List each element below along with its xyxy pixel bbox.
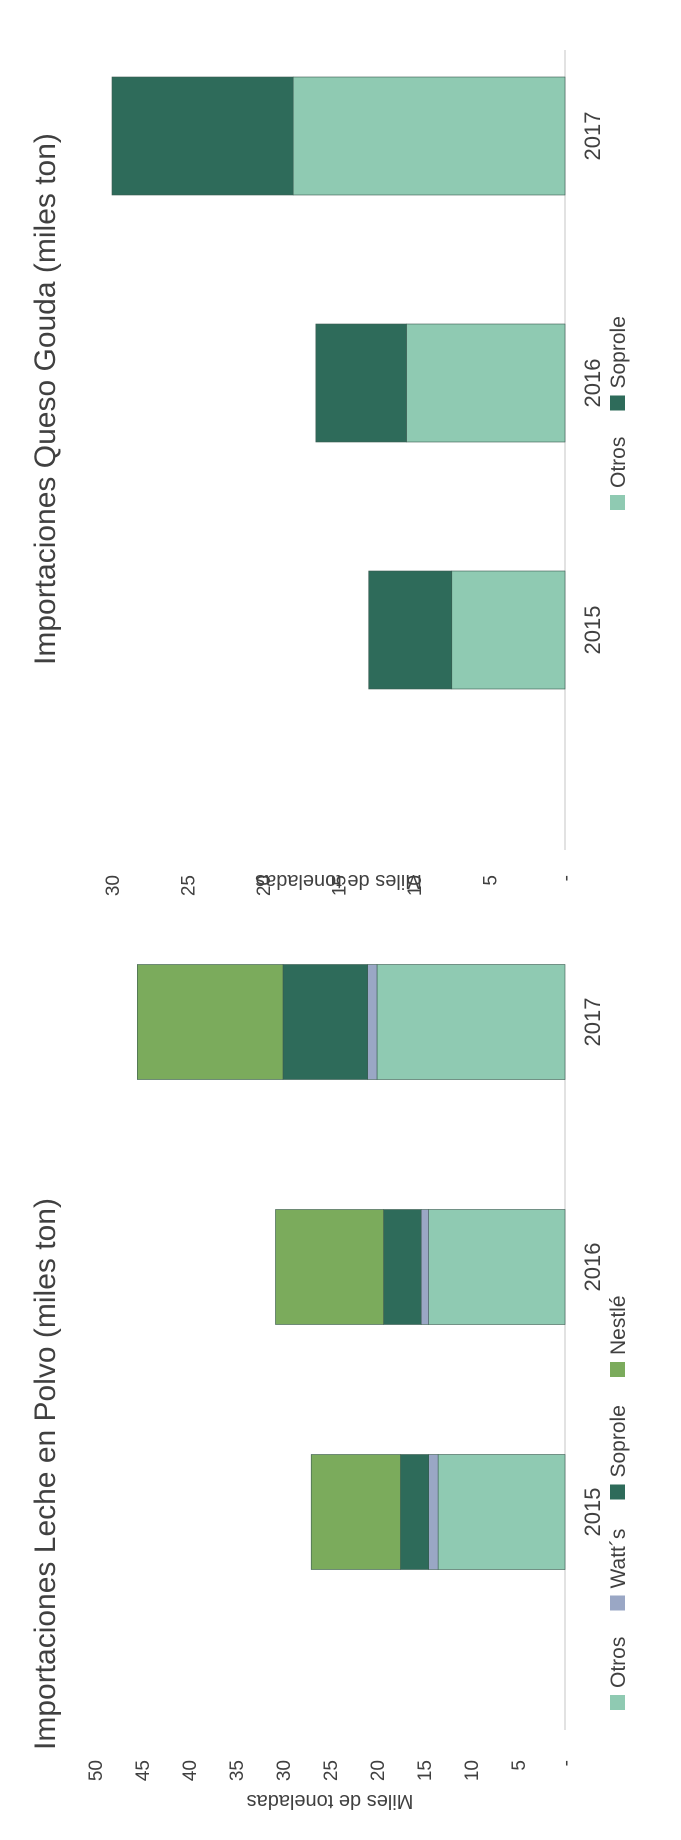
y-tick-label: - (556, 1760, 577, 1766)
x-category-label: 2015 (580, 606, 605, 655)
legend-entry: Soprole (607, 1405, 630, 1477)
bar-segment (420, 1209, 429, 1325)
y-tick-label: 35 (227, 1760, 248, 1781)
bar-segment (376, 964, 566, 1080)
legend-entry: Watt´s (607, 1529, 630, 1589)
bar-segment (137, 964, 284, 1080)
y-tick-label: 40 (180, 1760, 201, 1781)
legend-entry: Soprole (607, 316, 630, 388)
y-tick-label: 5 (481, 875, 502, 886)
chart-1: Importaciones Leche en Polvo (miles ton)… (29, 964, 630, 1812)
legend-swatch (610, 1362, 625, 1377)
bar-segment (400, 1454, 430, 1570)
x-category-label: 2015 (580, 1488, 605, 1537)
y-tick-label: - (556, 875, 577, 881)
bar-segment (437, 1454, 566, 1570)
y-tick-label: 10 (405, 875, 426, 896)
y-tick-label: 45 (133, 1760, 154, 1781)
legend-swatch (610, 495, 625, 510)
y-tick-label: 15 (415, 1760, 436, 1781)
legend-entry: Otros (607, 437, 630, 488)
y-tick-label: 25 (321, 1760, 342, 1781)
bar-segment (315, 323, 407, 443)
y-tick-label: 20 (368, 1760, 389, 1781)
bar-segment (367, 964, 378, 1080)
bar-segment (383, 1209, 422, 1325)
y-tick-label: 30 (103, 875, 124, 896)
legend-swatch (610, 1595, 625, 1611)
chart-2: Importaciones Queso Gouda (miles ton) Mil… (29, 50, 630, 896)
x-category-label: 2017 (580, 112, 605, 161)
chart-title: Importaciones Leche en Polvo (miles ton) (29, 1198, 62, 1750)
legend-entry: Nestlé (607, 1295, 630, 1355)
legend-swatch (610, 1484, 625, 1500)
legend-swatch (610, 395, 625, 411)
legend-entry: Otros (607, 1637, 630, 1688)
y-tick-label: 15 (330, 875, 351, 896)
legend-swatch (610, 1695, 625, 1710)
chart-title: Importaciones Queso Gouda (miles ton) (29, 133, 62, 665)
bar-segment (310, 1454, 401, 1570)
bar-segment (428, 1209, 566, 1325)
y-tick-label: 20 (254, 875, 275, 896)
x-category-label: 2016 (580, 1243, 605, 1292)
bar-segment (111, 76, 294, 196)
bar-segment (451, 570, 566, 690)
bar-segment (292, 76, 566, 196)
bar-segment (428, 1454, 439, 1570)
y-tick-label: 5 (509, 1760, 530, 1771)
bar-segment (282, 964, 368, 1080)
y-axis-label: Miles de toneladas (247, 1790, 414, 1812)
y-tick-label: 25 (179, 875, 200, 896)
bar-segment (406, 323, 566, 443)
x-category-label: 2017 (580, 998, 605, 1047)
y-tick-label: 30 (274, 1760, 295, 1781)
bar-segment (368, 570, 453, 690)
y-tick-label: 50 (86, 1760, 107, 1781)
x-category-label: 2016 (580, 359, 605, 408)
y-tick-label: 10 (462, 1760, 483, 1781)
y-axis-label: Miles de toneladas (255, 870, 422, 892)
bar-segment (275, 1209, 384, 1325)
